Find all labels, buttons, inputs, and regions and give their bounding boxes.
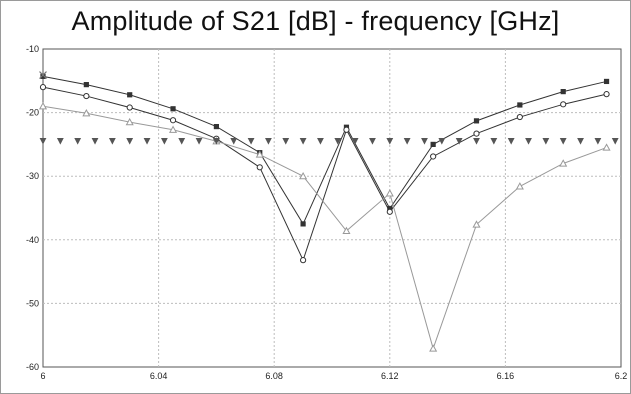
data-point-inverted-triangle [421,138,428,145]
data-point-inverted-triangle [386,138,394,145]
data-point-inverted-triangle [230,138,238,145]
x-tick-label: 6.08 [265,371,283,381]
data-point-square [127,92,133,98]
data-point-inverted-triangle [559,138,567,145]
tick-label-layer: 6 6.04 6.08 6.12 6.16 6.2 -10 -20 -30 -40 -50 -60 [26,44,627,381]
data-point-square [560,89,566,95]
data-point-inverted-triangle [91,138,99,145]
data-point-square [40,73,46,79]
data-point-circle [169,117,177,124]
data-point-inverted-triangle [507,138,515,145]
series-line [42,75,607,225]
data-point-circle [603,91,610,98]
data-point-triangle [602,143,611,151]
y-tick-label: -50 [26,298,39,308]
data-point-circle [343,126,350,133]
data-point-square [170,106,176,112]
data-point-circle [256,164,263,171]
data-point-triangle [82,109,91,117]
data-point-square [213,123,219,130]
data-point-square [387,206,393,212]
data-point-square [473,118,480,124]
y-tick-label: -10 [26,44,39,54]
data-point-triangle [125,117,134,126]
data-point-triangle [385,189,394,197]
series-3 [39,71,47,79]
data-point-inverted-triangle [56,138,64,145]
data-point-circle [126,104,133,111]
data-point-inverted-triangle [143,138,151,145]
data-point-triangle [255,150,264,158]
data-point-square [300,221,306,227]
data-point-square [603,78,610,85]
data-point-inverted-triangle [195,138,203,145]
data-point-inverted-triangle [525,138,532,145]
y-tick-label: -30 [26,171,39,181]
series-layer [38,71,619,352]
data-point-x [39,71,47,79]
data-point-circle [473,130,480,137]
data-point-square [430,141,436,147]
x-tick-label: 6.04 [150,371,168,381]
y-tick-label: -20 [26,108,39,118]
data-point-square [83,82,89,88]
data-point-inverted-triangle [403,138,411,145]
data-point-inverted-triangle [265,138,272,145]
data-point-square [517,102,523,108]
series-line [42,86,607,262]
data-point-triangle [299,171,308,180]
x-tick-label: 6 [40,371,45,381]
data-point-inverted-triangle [317,138,324,145]
data-point-inverted-triangle [160,138,168,145]
data-point-inverted-triangle [542,138,550,145]
series-line [42,105,607,351]
data-point-triangle [559,159,568,167]
y-tick-label: -60 [26,362,39,372]
data-point-inverted-triangle [490,138,498,145]
data-point-inverted-triangle [577,138,584,145]
data-point-triangle [169,125,178,133]
data-point-triangle [38,102,48,110]
data-point-inverted-triangle [438,138,446,145]
grid-layer [43,49,621,367]
series-0 [40,73,610,227]
data-point-circle [430,153,437,160]
data-point-inverted-triangle [213,138,220,145]
data-point-inverted-triangle [369,138,376,145]
data-point-circle [386,208,393,215]
x-tick-label: 6.2 [615,371,628,381]
series-2 [38,102,611,352]
data-point-inverted-triangle [126,138,134,145]
data-point-circle [516,113,523,121]
data-point-inverted-triangle [611,138,619,145]
data-point-triangle [515,182,524,190]
data-point-inverted-triangle [282,138,290,145]
data-point-triangle [472,220,481,228]
data-point-inverted-triangle [473,138,480,145]
x-tick-label: 6.12 [381,371,399,381]
data-point-inverted-triangle [247,138,255,145]
data-point-inverted-triangle [39,138,47,145]
series-1 [39,84,610,264]
data-point-inverted-triangle [299,138,307,145]
data-point-inverted-triangle [455,138,463,145]
data-point-inverted-triangle [351,138,359,145]
data-point-circle [300,257,307,264]
data-point-inverted-triangle [74,138,82,145]
data-point-circle [560,101,567,108]
plot-area [42,48,622,368]
chart-title: Amplitude of S21 [dB] - frequency [GHz] [71,6,560,36]
y-tick-label: -40 [26,235,39,245]
data-point-triangle [429,344,438,352]
data-point-inverted-triangle [334,138,342,145]
data-point-circle [39,84,47,91]
data-point-inverted-triangle [108,138,116,145]
data-point-inverted-triangle [594,138,602,145]
x-tick-label: 6.16 [497,371,515,381]
data-point-circle [83,92,90,100]
data-point-triangle [342,226,351,234]
data-point-inverted-triangle [178,138,186,145]
series-4 [39,138,619,145]
